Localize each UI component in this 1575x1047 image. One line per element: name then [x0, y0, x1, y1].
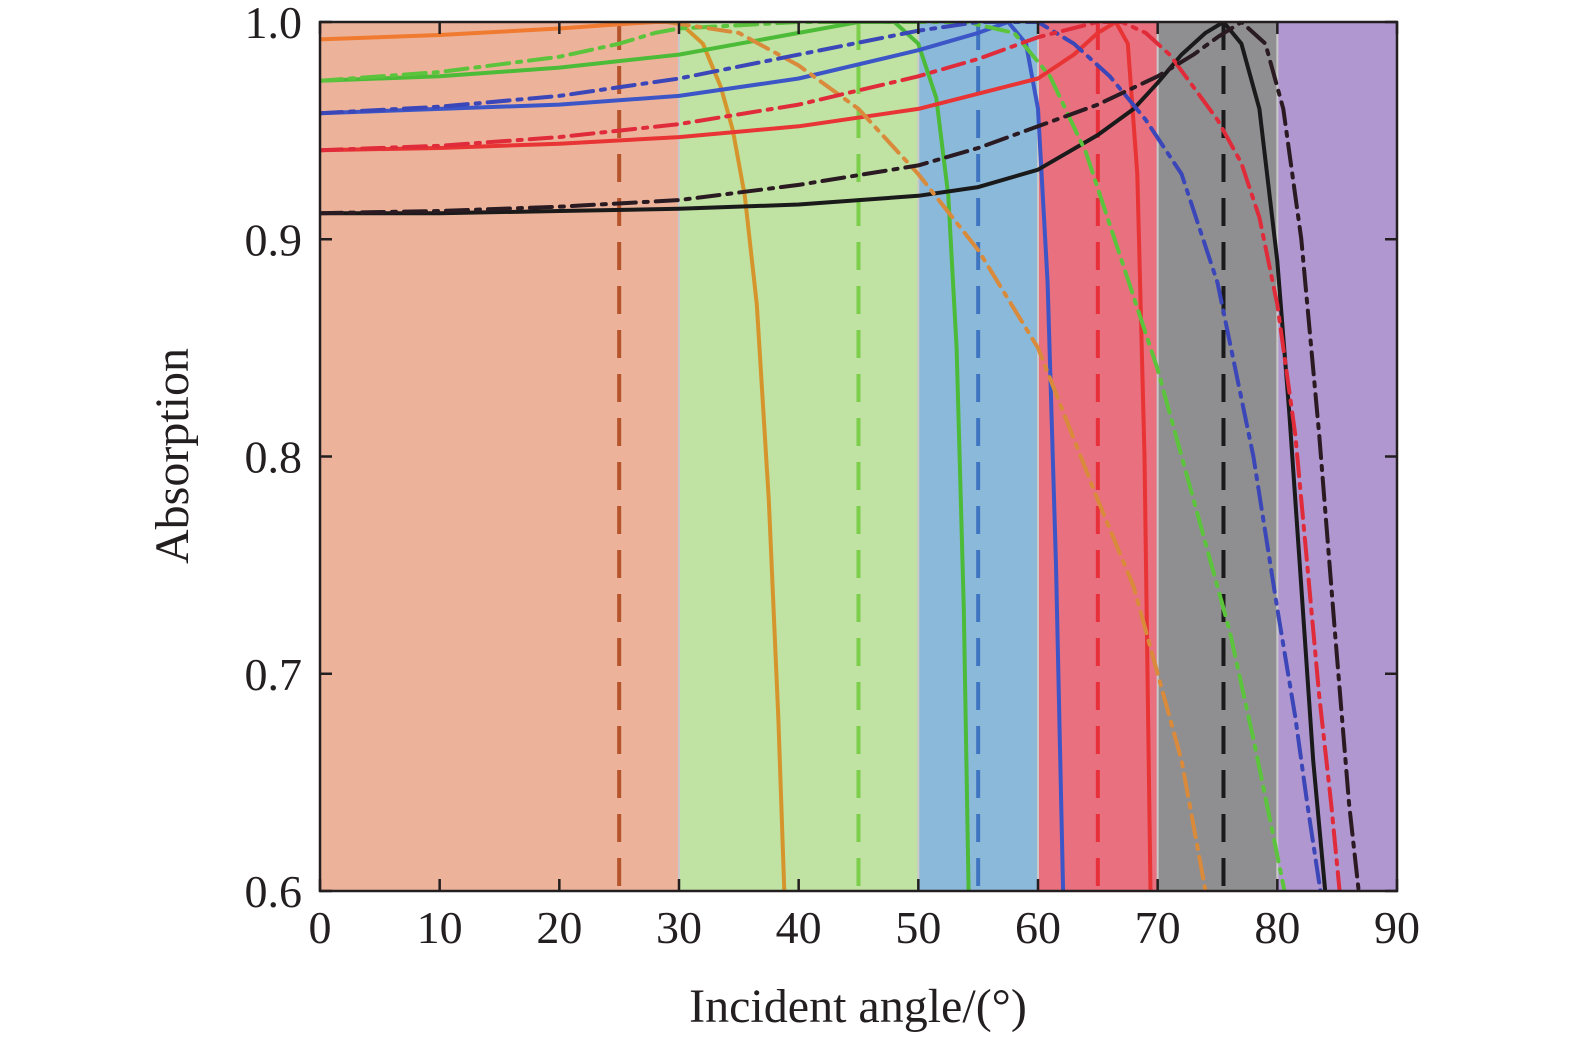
series-orange-solid	[320, 22, 681, 42]
reference-line-layer	[617, 22, 1226, 891]
angle-band-layer	[320, 22, 1397, 891]
x-tick-label-1: 10	[417, 902, 463, 953]
series-blue-solid	[320, 22, 1066, 891]
x-tick-label-8: 80	[1254, 902, 1300, 953]
y-tick-label-4: 1.0	[245, 0, 303, 48]
x-tick-label-4: 40	[776, 902, 822, 953]
angle-band-2	[918, 22, 1038, 891]
series-red-dashdot	[320, 22, 1342, 891]
series-green-dashdot	[320, 22, 1287, 891]
x-tick-label-3: 30	[656, 902, 702, 953]
x-tick-label-2: 20	[536, 902, 582, 953]
x-tick-label-0: 0	[309, 902, 332, 953]
series-orange-dashdot	[665, 22, 1208, 891]
angle-band-5	[1277, 22, 1397, 891]
axes-layer: 0 10 20 30 40 50 60 70 80 90 0.6 0.7 0.8 0.9 1.0	[245, 0, 1421, 953]
series-red-solid	[320, 22, 1153, 891]
y-tick-label-2: 0.8	[245, 432, 303, 483]
y-tick-label-3: 0.9	[245, 214, 303, 265]
series-layer	[320, 22, 1361, 891]
angle-band-3	[1038, 22, 1158, 891]
x-tick-label-5: 50	[895, 902, 941, 953]
x-tick-label-7: 70	[1135, 902, 1181, 953]
y-tick-label-0: 0.6	[245, 866, 303, 917]
x-tick-label-9: 90	[1374, 902, 1420, 953]
series-blue-dashdot	[320, 22, 1323, 891]
angle-band-0	[320, 22, 679, 891]
y-axis-title: Absorption	[146, 348, 199, 564]
series-green-solid	[320, 22, 971, 891]
y-tick-label-1: 0.7	[245, 649, 303, 700]
series-black-dashdot	[320, 22, 1361, 891]
x-axis-title: Incident angle/(°)	[689, 980, 1027, 1033]
series-tan-solid	[677, 22, 787, 891]
x-tick-label-6: 60	[1015, 902, 1061, 953]
angle-band-1	[679, 22, 919, 891]
